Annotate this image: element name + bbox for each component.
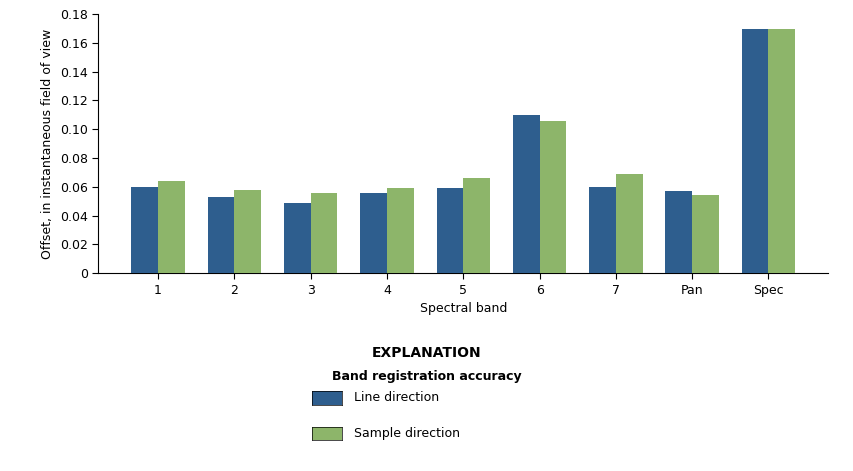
Bar xyxy=(539,121,566,273)
Bar xyxy=(664,191,692,273)
Bar xyxy=(615,174,641,273)
Bar xyxy=(310,193,337,273)
Bar xyxy=(284,203,310,273)
Bar xyxy=(158,181,184,273)
Bar xyxy=(692,195,718,273)
Text: Line direction: Line direction xyxy=(354,391,439,405)
Bar xyxy=(386,188,413,273)
Bar xyxy=(207,197,234,273)
Bar xyxy=(768,29,794,273)
Bar xyxy=(741,29,768,273)
X-axis label: Spectral band: Spectral band xyxy=(419,302,507,315)
Text: Sample direction: Sample direction xyxy=(354,427,460,440)
Bar xyxy=(513,115,539,273)
Text: EXPLANATION: EXPLANATION xyxy=(372,346,481,360)
Bar xyxy=(589,187,615,273)
Bar xyxy=(360,193,386,273)
Bar xyxy=(234,190,261,273)
Bar xyxy=(462,178,490,273)
Bar xyxy=(131,187,158,273)
Text: Band registration accuracy: Band registration accuracy xyxy=(332,370,521,383)
Y-axis label: Offset, in instantaneous field of view: Offset, in instantaneous field of view xyxy=(41,29,55,259)
Bar xyxy=(436,188,462,273)
